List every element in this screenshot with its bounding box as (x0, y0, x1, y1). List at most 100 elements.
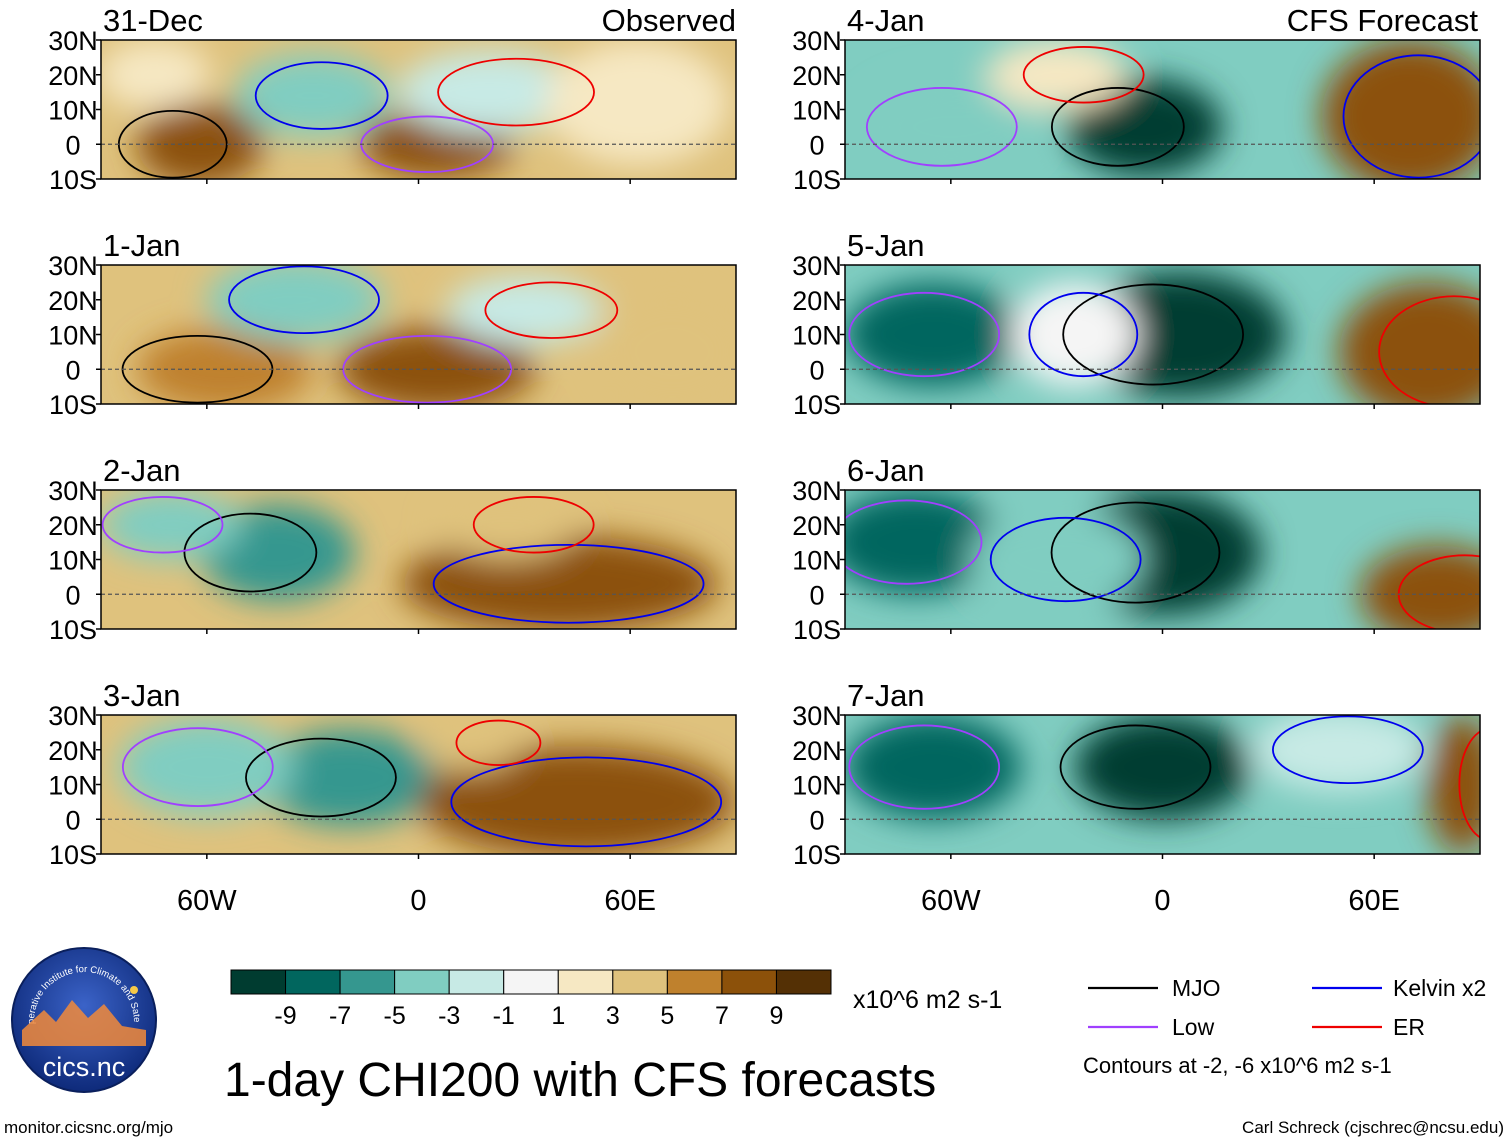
anomaly-blob (986, 40, 1128, 110)
x-tick-label: 60E (1348, 885, 1400, 917)
contour-low (848, 724, 1001, 810)
y-tick-label: 10S (49, 165, 97, 195)
y-tick-label: 0 (809, 355, 824, 385)
map-panel (845, 265, 1480, 404)
figure-title: 1-day CHI200 with CFS forecasts (224, 1054, 936, 1107)
contour-kelvin-x2 (989, 516, 1142, 603)
x-tick-label: 60W (177, 885, 237, 917)
colorbar-swatch (339, 969, 396, 995)
anomaly-blob (968, 507, 1145, 612)
anomaly-blob (594, 289, 736, 404)
logo-sun-icon (130, 986, 138, 994)
x-tick-label: 60W (921, 885, 981, 917)
y-tick-label: 30N (48, 701, 98, 731)
y-tick-label: 30N (792, 26, 842, 56)
map-panel (845, 40, 1480, 179)
colorbar-swatch (230, 969, 287, 995)
contour-low (845, 499, 983, 585)
y-tick-label: 10S (793, 615, 841, 645)
y-tick-label: 20N (48, 61, 98, 91)
legend-er-label: ER (1393, 1014, 1425, 1040)
y-tick-label: 0 (809, 130, 824, 160)
y-tick-label: 20N (48, 511, 98, 541)
panel-date-label: 4-Jan (847, 3, 925, 38)
contour-kelvin-x2 (1342, 54, 1480, 179)
contour-er (1378, 295, 1480, 404)
anomaly-blob (1427, 715, 1480, 854)
legend-low-label: Low (1172, 1014, 1215, 1040)
anomaly-blob (422, 715, 521, 771)
y-tick-label: 0 (65, 805, 80, 835)
y-tick-label: 0 (65, 130, 80, 160)
contour-low (101, 496, 224, 554)
contour-mjo (1050, 87, 1185, 167)
panel-date-label: 2-Jan (103, 453, 181, 488)
legend-kelvin-label: Kelvin x2 (1393, 975, 1486, 1001)
anomaly-blob (337, 327, 535, 404)
axis-layer: 30N 20N 10N 0 10S 30N 20N 10N 0 10S 30N 20N 10N 0 10S 3… (48, 26, 1400, 917)
contour-low (865, 87, 1018, 167)
y-tick-label: 10N (792, 771, 842, 801)
y-tick-label: 30N (48, 251, 98, 281)
anomaly-blob (101, 490, 243, 560)
footer-url: monitor.cicsnc.org/mjo (4, 1118, 173, 1137)
colorbar-tick-label: -5 (384, 1002, 406, 1030)
anomaly-blob (118, 718, 296, 816)
column-label-observed: Observed (602, 3, 736, 38)
contour-kelvin-x2 (228, 265, 380, 335)
anomaly-blob (101, 40, 211, 110)
y-tick-label: 30N (792, 476, 842, 506)
anomaly-blob (845, 715, 1022, 820)
y-tick-label: 10N (792, 96, 842, 126)
contour-er (472, 496, 595, 554)
map-panel (101, 265, 736, 404)
anomaly-blob (1338, 282, 1480, 404)
contour-mjo (183, 512, 318, 593)
y-tick-label: 20N (792, 286, 842, 316)
anomaly-blob (259, 728, 437, 827)
y-tick-label: 20N (48, 736, 98, 766)
y-tick-label: 10S (49, 615, 97, 645)
y-tick-label: 10N (792, 546, 842, 576)
anomaly-blob (1010, 282, 1138, 387)
y-tick-label: 10S (49, 390, 97, 420)
map-panel (101, 40, 736, 179)
map-panel (101, 715, 736, 854)
anomaly-blob (1067, 78, 1223, 176)
contour-kelvin-x2 (1028, 291, 1139, 378)
anomaly-blob (136, 102, 264, 179)
map-panel (101, 490, 736, 629)
y-tick-label: 30N (48, 476, 98, 506)
panel-date-label: 7-Jan (847, 678, 925, 713)
anomaly-blob (418, 746, 736, 854)
footer-credit: Carl Schreck (cjschrec@ncsu.edu) (1242, 1118, 1504, 1137)
legend-contour-note: Contours at -2, -6 x10^6 m2 s-1 (1083, 1053, 1392, 1078)
contour-kelvin-x2 (254, 61, 389, 130)
colorbar-tick-label: 3 (606, 1002, 620, 1030)
contour-low (121, 727, 274, 807)
panel-date-label: 3-Jan (103, 678, 181, 713)
colorbar-tick-label: 9 (770, 1002, 784, 1030)
y-tick-label: 30N (792, 251, 842, 281)
anomaly-blob (206, 265, 384, 342)
anomaly-blob (136, 327, 313, 404)
y-tick-label: 10N (48, 771, 98, 801)
y-tick-label: 10S (49, 840, 97, 870)
y-tick-label: 10S (793, 840, 841, 870)
colorbar-swatch (285, 969, 341, 995)
panel-date-label: 6-Jan (847, 453, 925, 488)
contour-low (342, 334, 512, 404)
anomaly-blob (1250, 715, 1428, 792)
contour-er (1458, 730, 1480, 839)
x-tick-label: 0 (410, 885, 426, 917)
contour-er (455, 719, 542, 766)
y-tick-label: 10N (48, 96, 98, 126)
colorbar-swatch (503, 969, 559, 995)
legend: MJO Kelvin x2 Low ER Contours at -2, -6 … (1083, 975, 1486, 1078)
colorbar-tick-label: -3 (438, 1002, 460, 1030)
logo-label: cics.nc (43, 1052, 126, 1082)
y-tick-label: 20N (792, 61, 842, 91)
contour-mjo (245, 737, 397, 818)
anomaly-blob (436, 490, 578, 560)
